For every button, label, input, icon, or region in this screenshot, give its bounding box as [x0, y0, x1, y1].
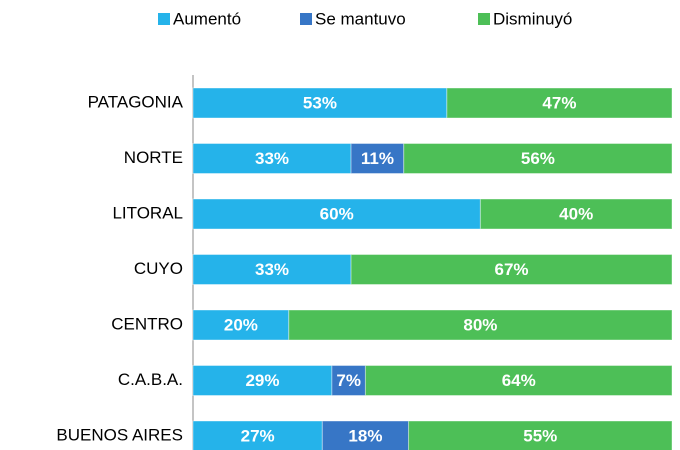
- bar-segment: [350, 254, 673, 285]
- legend-swatch: [300, 13, 312, 25]
- data-label: 60%: [320, 204, 354, 223]
- data-label: 33%: [255, 149, 289, 168]
- legend-swatch: [158, 13, 170, 25]
- legend-label: Aumentó: [173, 9, 241, 28]
- bar-segment: [321, 420, 410, 450]
- data-label: 29%: [245, 371, 279, 390]
- data-label: 7%: [336, 371, 361, 390]
- data-label: 47%: [542, 93, 576, 112]
- bar-segment: [192, 420, 323, 450]
- bar-segment: [408, 420, 673, 450]
- data-label: 64%: [502, 371, 536, 390]
- bar-segment: [192, 143, 352, 174]
- bar-segment: [364, 365, 673, 396]
- bar-segment: [192, 198, 481, 230]
- data-label: 11%: [361, 149, 394, 168]
- y-tick-label: CUYO: [134, 259, 183, 278]
- data-label: 56%: [521, 149, 555, 168]
- y-tick-label: CENTRO: [111, 314, 183, 333]
- y-tick-label: PATAGONIA: [88, 92, 184, 111]
- data-label: 27%: [241, 426, 275, 445]
- data-label: 33%: [255, 260, 289, 279]
- legend-label: Se mantuvo: [315, 9, 406, 28]
- y-tick-label: C.A.B.A.: [118, 370, 183, 389]
- data-label: 18%: [348, 426, 382, 445]
- data-label: 55%: [523, 426, 557, 445]
- legend-label: Disminuyó: [493, 9, 572, 28]
- data-label: 80%: [463, 315, 497, 334]
- data-label: 20%: [224, 315, 258, 334]
- bar-segment: [192, 309, 290, 341]
- bar-segment: [403, 143, 673, 174]
- data-label: 67%: [495, 260, 529, 279]
- y-tick-label: BUENOS AIRES: [56, 425, 183, 444]
- bar-segment: [446, 87, 673, 119]
- y-tick-label: LITORAL: [112, 203, 183, 222]
- data-label: 53%: [303, 93, 337, 112]
- bar-segment: [331, 365, 366, 396]
- bar-segment: [479, 198, 673, 230]
- data-label: 40%: [559, 204, 593, 223]
- y-tick-label: NORTE: [124, 148, 183, 167]
- legend-swatch: [478, 13, 490, 25]
- bar-segment: [288, 309, 673, 341]
